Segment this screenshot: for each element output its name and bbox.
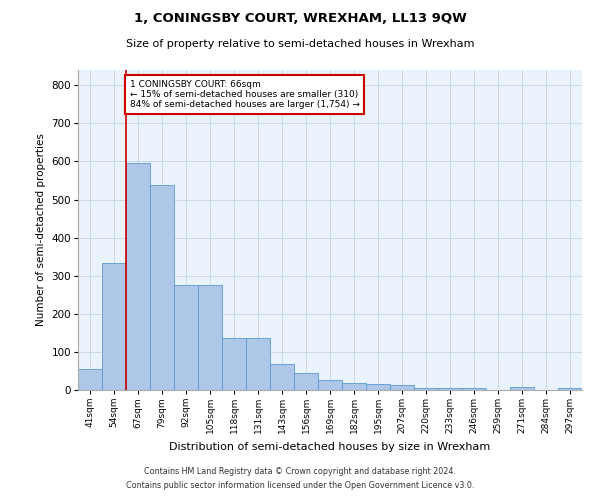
Bar [510,387,534,390]
Bar [294,373,318,390]
Bar [342,383,366,390]
Text: Contains HM Land Registry data © Crown copyright and database right 2024.: Contains HM Land Registry data © Crown c… [144,467,456,476]
Bar [270,364,294,390]
Bar [558,388,582,390]
Bar [462,388,486,390]
Bar [102,263,126,390]
X-axis label: Distribution of semi-detached houses by size in Wrexham: Distribution of semi-detached houses by … [169,442,491,452]
Text: Contains public sector information licensed under the Open Government Licence v3: Contains public sector information licen… [126,481,474,490]
Bar [414,388,438,390]
Bar [78,369,102,390]
Text: 1, CONINGSBY COURT, WREXHAM, LL13 9QW: 1, CONINGSBY COURT, WREXHAM, LL13 9QW [134,12,466,26]
Bar [126,162,150,390]
Bar [174,285,198,390]
Bar [246,338,270,390]
Y-axis label: Number of semi-detached properties: Number of semi-detached properties [36,134,46,326]
Text: 1 CONINGSBY COURT: 66sqm
← 15% of semi-detached houses are smaller (310)
84% of : 1 CONINGSBY COURT: 66sqm ← 15% of semi-d… [130,80,359,110]
Bar [366,384,390,390]
Bar [222,338,246,390]
Bar [438,388,462,390]
Bar [198,285,222,390]
Bar [390,386,414,390]
Bar [318,380,342,390]
Bar [150,186,174,390]
Text: Size of property relative to semi-detached houses in Wrexham: Size of property relative to semi-detach… [126,39,474,49]
